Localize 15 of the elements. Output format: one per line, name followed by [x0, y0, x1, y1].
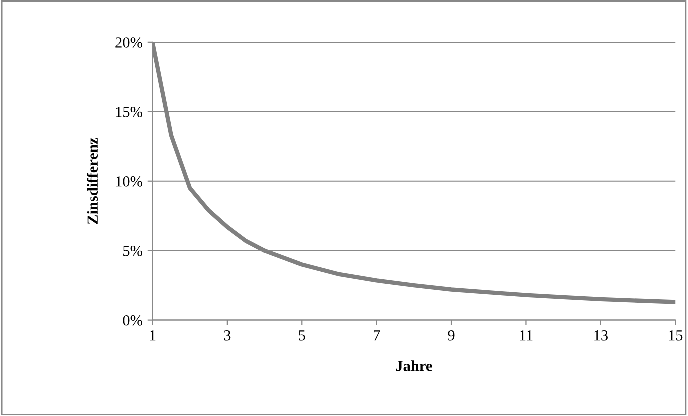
y-tick-label: 5% [124, 246, 142, 256]
y-tick-label: 10% [116, 176, 142, 187]
y-tick-label: 15% [116, 107, 142, 118]
x-tick-label: 5 [299, 330, 306, 341]
x-tick-label: 7 [374, 330, 380, 341]
x-tick-label: 9 [448, 330, 455, 341]
x-axis-title: Jahre [396, 360, 432, 372]
x-tick-label: 13 [594, 330, 608, 341]
y-tick-label: 0% [123, 315, 142, 326]
y-tick-label: 20% [116, 38, 142, 48]
x-tick-label: 3 [224, 330, 231, 341]
x-tick-label: 1 [150, 330, 156, 341]
x-tick-label: 11 [520, 330, 533, 341]
x-tick-label: 15 [669, 330, 683, 341]
y-axis-title: Zinsdifferenz [87, 138, 98, 224]
